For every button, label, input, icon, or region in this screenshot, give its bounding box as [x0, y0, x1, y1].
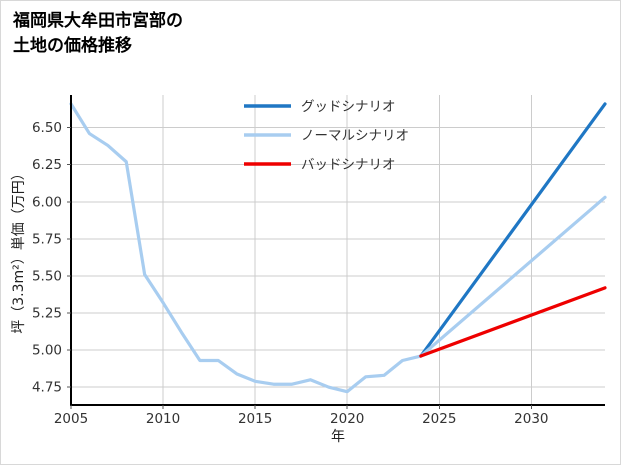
x-tick-label: 2025 — [422, 411, 456, 427]
y-tick-label: 4.75 — [32, 380, 62, 396]
x-tick-label: 2020 — [330, 411, 364, 427]
y-tick-label: 6.25 — [32, 157, 62, 173]
y-tick-label: 6.50 — [32, 120, 62, 136]
y-tick-label: 5.50 — [32, 268, 62, 284]
y-tick-label: 5.25 — [32, 306, 62, 322]
x-tick-label: 2010 — [146, 411, 180, 427]
series-group — [69, 102, 607, 394]
gridlines-group — [71, 127, 605, 388]
series-line-バッドシナリオ — [419, 286, 607, 358]
axis-spines — [69, 95, 605, 407]
legend-label-2: バッドシナリオ — [301, 157, 396, 173]
x-tick-label: 2015 — [238, 411, 272, 427]
y-axis-title: 坪（3.3m²）単価（万円） — [11, 166, 27, 334]
page-title: 福岡県大牟田市宮部の 土地の価格推移 — [13, 11, 183, 56]
x-axis-title: 年 — [331, 429, 345, 445]
legend-label-1: ノーマルシナリオ — [301, 128, 409, 144]
y-tick-label: 6.00 — [32, 194, 62, 210]
x-tick-labels: 2005 2010 2015 2020 2025 2030 — [54, 405, 549, 427]
y-tick-label: 5.00 — [32, 343, 62, 359]
y-tick-labels: 4.75 5.00 5.25 5.50 5.75 6.00 6.25 6.50 — [32, 120, 71, 396]
x-tick-label: 2005 — [54, 411, 88, 427]
series-line-グッドシナリオ — [419, 102, 607, 358]
series-line-実績 — [69, 102, 423, 394]
legend-label-0: グッドシナリオ — [301, 99, 396, 115]
x-tick-label: 2030 — [514, 411, 548, 427]
series-line-ノーマルシナリオ — [419, 195, 607, 358]
y-tick-label: 5.75 — [32, 231, 62, 247]
